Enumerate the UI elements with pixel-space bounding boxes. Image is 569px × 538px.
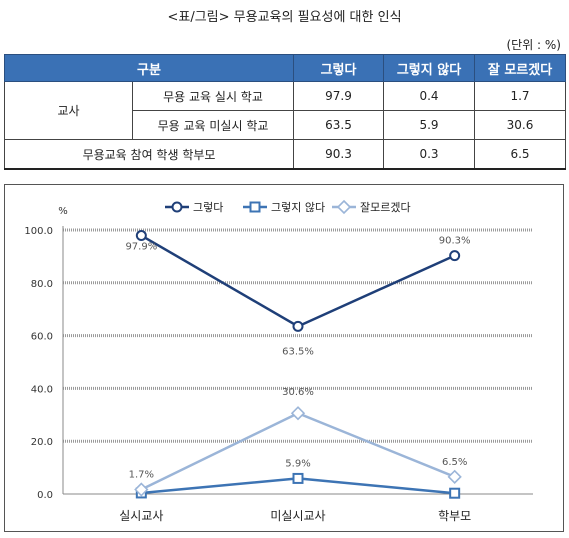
data-label: 1.7% xyxy=(129,470,154,481)
cell-value: 0.3 xyxy=(383,139,476,170)
data-label: 5.9% xyxy=(285,458,310,469)
data-point-2 xyxy=(449,487,461,499)
table-row: 교사 무용 교육 실시 학교 97.9 0.4 1.7 xyxy=(4,81,567,140)
cell-value: 97.9 xyxy=(293,81,385,111)
cell-value: 5.9 xyxy=(383,110,476,140)
legend-entry: 잘모르겠다 xyxy=(360,201,411,214)
x-tick-label: 미실시교사 xyxy=(270,509,325,523)
table-header-row: 구분 그렇다 그렇지 않다 잘 모르겠다 xyxy=(3,54,567,82)
legend-entry: 그렇다 xyxy=(193,201,223,214)
x-tick-label: 실시교사 xyxy=(119,509,163,523)
header-no: 그렇지 않다 xyxy=(383,54,476,82)
data-point-3 xyxy=(134,482,149,497)
chart-frame: 0.0 20.0 40.0 60.0 80.0 100.0% 실시교사 미실시교사 학부모 97.… xyxy=(4,184,564,532)
y-tick-label: 20.0 xyxy=(31,437,53,448)
y-tick-label: 0.0 xyxy=(37,490,53,501)
y-tick-label: 80.0 xyxy=(31,279,53,290)
page-title: <표/그림> 무용교육의 필요성에 대한 인식 xyxy=(167,10,402,25)
unit-note: (단위 : %) xyxy=(506,38,561,52)
row-label: 무용교육 참여 학생 학부모 xyxy=(3,139,295,170)
row-label: 무용 교육 실시 학교 xyxy=(131,81,295,111)
data-point-1 xyxy=(135,230,147,242)
legend-marker xyxy=(336,199,352,215)
header-category: 구분 xyxy=(3,54,295,82)
data-point-1 xyxy=(449,250,461,262)
data-label: 6.5% xyxy=(442,457,467,468)
y-tick-label: 40.0 xyxy=(31,384,53,395)
legend-marker xyxy=(171,201,183,213)
y-tick-label: 60.0 xyxy=(31,332,53,343)
data-point-1 xyxy=(292,320,304,332)
legend-marker xyxy=(249,201,261,213)
data-point-3 xyxy=(290,406,306,421)
data-point-2 xyxy=(292,472,304,484)
data-label: 97.9% xyxy=(125,242,157,253)
series-line-1 xyxy=(140,234,456,328)
y-axis-label: % xyxy=(58,206,68,217)
group-label-teacher: 교사 xyxy=(4,81,133,140)
data-label: 63.5% xyxy=(282,346,314,357)
header-yes: 그렇다 xyxy=(293,54,385,82)
legend-entry: 그렇지 않다 xyxy=(271,201,325,214)
data-label: 30.6% xyxy=(282,387,314,398)
cell-value: 1.7 xyxy=(474,81,567,111)
table-row: 무용 교육 미실시 학교 63.5 5.9 30.6 xyxy=(5,110,567,140)
data-point-3 xyxy=(447,469,462,484)
cell-value: 90.3 xyxy=(293,139,385,170)
cell-value: 6.5 xyxy=(474,139,567,170)
data-label: 90.3% xyxy=(439,236,471,247)
line-chart: 0.0 20.0 40.0 60.0 80.0 100.0% 실시교사 미실시교사 학부모 97.… xyxy=(24,199,533,523)
cell-value: 0.4 xyxy=(383,81,476,111)
cell-value: 63.5 xyxy=(293,110,385,140)
x-tick-label: 학부모 xyxy=(438,509,471,523)
data-table: 구분 그렇다 그렇지 않다 잘 모르겠다 교사 무용 교육 실시 학교 97.9… xyxy=(3,54,567,170)
cell-value: 30.6 xyxy=(474,110,567,140)
y-tick-label: 100.0 xyxy=(24,226,53,237)
row-label: 무용 교육 미실시 학교 xyxy=(131,110,295,140)
header-unsure: 잘 모르겠다 xyxy=(474,54,567,82)
table-row: 무용교육 참여 학생 학부모 90.3 0.3 6.5 xyxy=(3,139,567,170)
